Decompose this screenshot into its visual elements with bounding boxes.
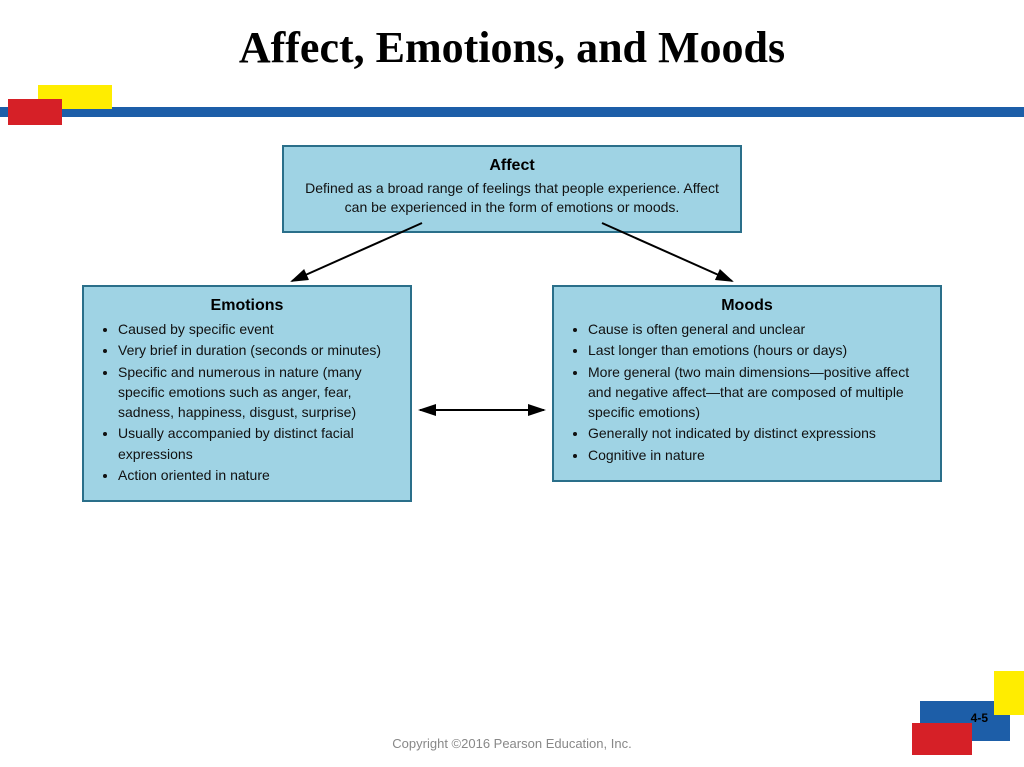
yellow-accent-bottom <box>994 671 1024 715</box>
corner-decoration: 4-5 <box>904 671 1024 751</box>
arrow-emotions-moods-bidir <box>412 400 552 420</box>
list-item: Last longer than emotions (hours or days… <box>588 340 924 360</box>
blue-bar <box>0 107 1024 117</box>
emotions-list: Caused by specific event Very brief in d… <box>100 319 394 485</box>
emotions-title: Emotions <box>100 297 394 315</box>
copyright-footer: Copyright ©2016 Pearson Education, Inc. <box>0 736 1024 751</box>
diagram: Affect Defined as a broad range of feeli… <box>82 145 942 595</box>
affect-desc: Defined as a broad range of feelings tha… <box>300 179 724 217</box>
list-item: Usually accompanied by distinct facial e… <box>118 423 394 464</box>
emotions-box: Emotions Caused by specific event Very b… <box>82 285 412 502</box>
moods-list: Cause is often general and unclear Last … <box>570 319 924 465</box>
red-accent-top <box>8 99 62 125</box>
moods-title: Moods <box>570 297 924 315</box>
list-item: Action oriented in nature <box>118 465 394 485</box>
slide-title: Affect, Emotions, and Moods <box>0 0 1024 85</box>
arrow-affect-to-emotions <box>282 223 462 293</box>
affect-title: Affect <box>300 157 724 175</box>
list-item: Generally not indicated by distinct expr… <box>588 423 924 443</box>
list-item: Specific and numerous in nature (many sp… <box>118 362 394 423</box>
arrow-affect-to-moods <box>582 223 762 293</box>
list-item: Cognitive in nature <box>588 445 924 465</box>
moods-box: Moods Cause is often general and unclear… <box>552 285 942 482</box>
list-item: Very brief in duration (seconds or minut… <box>118 340 394 360</box>
list-item: Caused by specific event <box>118 319 394 339</box>
affect-box: Affect Defined as a broad range of feeli… <box>282 145 742 233</box>
list-item: Cause is often general and unclear <box>588 319 924 339</box>
page-number: 4-5 <box>971 711 988 725</box>
title-decoration <box>0 85 1024 125</box>
list-item: More general (two main dimensions—positi… <box>588 362 924 423</box>
red-accent-bottom <box>912 723 972 755</box>
